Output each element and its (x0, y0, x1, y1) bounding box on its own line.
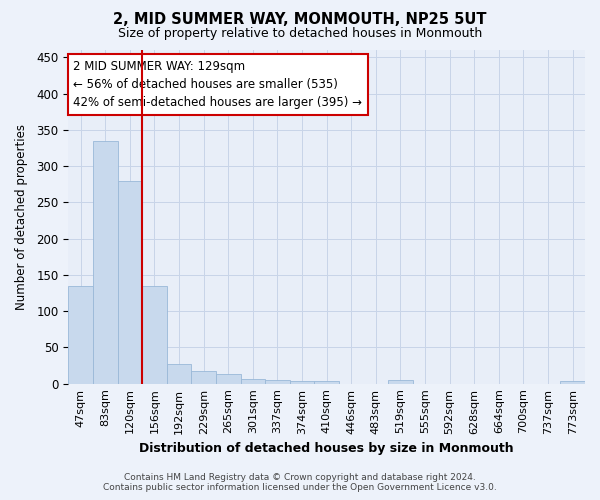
Bar (265, 380, 290, 384)
Bar (216, 374, 241, 384)
Text: Size of property relative to detached houses in Monmouth: Size of property relative to detached ho… (118, 28, 482, 40)
Bar (68, 286, 93, 384)
Bar (93, 140, 118, 384)
Bar (142, 286, 167, 384)
Bar (118, 180, 142, 384)
Text: 2, MID SUMMER WAY, MONMOUTH, NP25 5UT: 2, MID SUMMER WAY, MONMOUTH, NP25 5UT (113, 12, 487, 28)
Text: Contains HM Land Registry data © Crown copyright and database right 2024.
Contai: Contains HM Land Registry data © Crown c… (103, 473, 497, 492)
Bar (560, 381, 585, 384)
Bar (314, 381, 339, 384)
Bar (241, 378, 265, 384)
Bar (290, 381, 314, 384)
Bar (388, 380, 413, 384)
Text: 2 MID SUMMER WAY: 129sqm
← 56% of detached houses are smaller (535)
42% of semi-: 2 MID SUMMER WAY: 129sqm ← 56% of detach… (73, 60, 362, 109)
Bar (167, 364, 191, 384)
X-axis label: Distribution of detached houses by size in Monmouth: Distribution of detached houses by size … (139, 442, 514, 455)
Bar (191, 370, 216, 384)
Y-axis label: Number of detached properties: Number of detached properties (15, 124, 28, 310)
